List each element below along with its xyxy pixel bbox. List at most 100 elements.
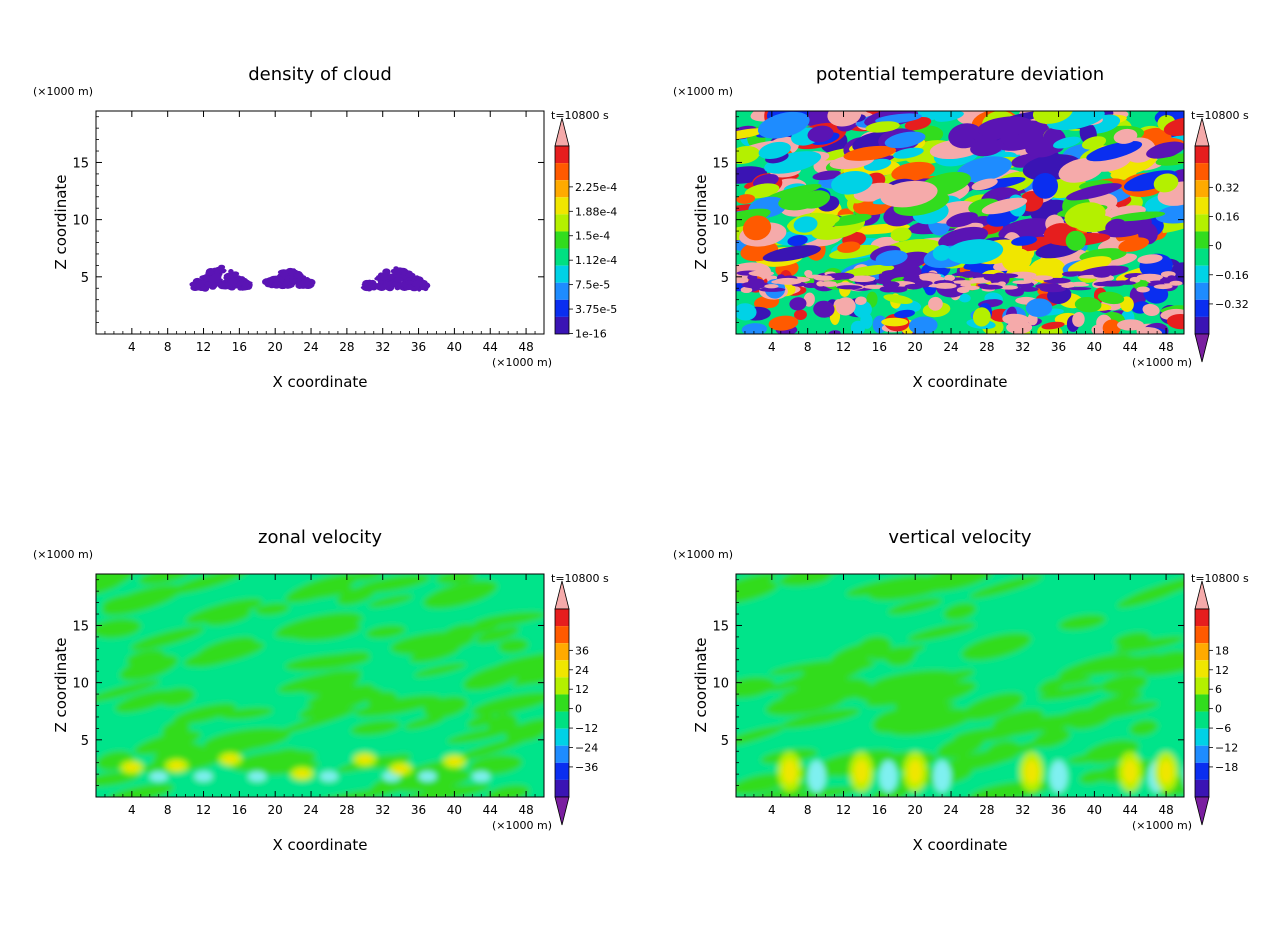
y-unit-label: (×1000 m) bbox=[673, 85, 733, 98]
y-tick-label: 15 bbox=[712, 619, 729, 634]
y-tick-label: 10 bbox=[72, 677, 89, 692]
colorbar-bin bbox=[555, 711, 569, 729]
colorbar-bin bbox=[1195, 643, 1209, 661]
colorbar-bin bbox=[1195, 711, 1209, 729]
velocity-cell bbox=[357, 755, 372, 764]
temperature-cell bbox=[835, 297, 856, 316]
velocity-cell bbox=[404, 716, 445, 730]
cloud-cell bbox=[382, 268, 391, 276]
x-tick-label: 16 bbox=[232, 803, 247, 817]
temperature-cell bbox=[831, 171, 873, 195]
velocity-cell bbox=[107, 783, 175, 797]
temperature-cell bbox=[979, 284, 1003, 290]
temperature-cell bbox=[1006, 321, 1033, 334]
temperature-cell bbox=[860, 312, 873, 329]
temperature-cell bbox=[908, 316, 938, 334]
cloud-cell bbox=[199, 275, 210, 280]
cloud-cell bbox=[273, 281, 282, 287]
temperature-cell bbox=[865, 121, 900, 133]
velocity-cell bbox=[901, 702, 956, 716]
cloud-cell bbox=[401, 270, 407, 276]
colorbar: 36 24 12 0 −12 −24 −36 bbox=[554, 580, 598, 826]
velocity-cell bbox=[908, 759, 923, 784]
cloud-cell bbox=[225, 281, 233, 289]
velocity-cell bbox=[1058, 614, 1106, 631]
velocity-cell bbox=[887, 708, 974, 736]
temperature-cell bbox=[829, 244, 880, 259]
temperature-cell bbox=[1097, 291, 1125, 305]
colorbar-bin bbox=[1195, 609, 1209, 627]
y-axis: 5 10 15 bbox=[712, 579, 1184, 786]
colorbar-bottom-arrow bbox=[1194, 333, 1210, 363]
velocity-cell bbox=[130, 626, 205, 651]
velocity-cell bbox=[124, 763, 139, 772]
x-axis-title: X coordinate bbox=[912, 373, 1007, 391]
cloud-cell bbox=[304, 281, 313, 289]
temperature-cell bbox=[981, 197, 1028, 215]
colorbar-top-arrow bbox=[1194, 580, 1210, 610]
colorbar-label: 2.25e-4 bbox=[575, 181, 617, 194]
temperature-cell bbox=[740, 286, 753, 294]
colorbar-bin bbox=[1195, 694, 1209, 712]
colorbar-bin bbox=[555, 146, 569, 164]
velocity-cell bbox=[1058, 653, 1131, 678]
velocity-cell bbox=[219, 707, 274, 720]
temperature-cell bbox=[1105, 218, 1127, 235]
velocity-cell bbox=[515, 661, 544, 685]
x-tick-label: 24 bbox=[943, 340, 958, 354]
colorbar-bin bbox=[555, 163, 569, 181]
temperature-cell bbox=[771, 280, 782, 284]
velocity-cell bbox=[195, 736, 267, 759]
velocity-cell bbox=[475, 626, 520, 644]
x-tick-label: 44 bbox=[483, 803, 498, 817]
y-tick-label: 5 bbox=[81, 271, 89, 286]
colorbar-bin bbox=[555, 660, 569, 678]
velocity-cell bbox=[736, 725, 785, 748]
colorbar-label: −12 bbox=[1215, 741, 1238, 754]
x-tick-label: 16 bbox=[872, 340, 887, 354]
x-unit-label: (×1000 m) bbox=[1132, 819, 1192, 832]
x-tick-label: 36 bbox=[411, 803, 426, 817]
velocity-cell bbox=[413, 663, 467, 678]
cloud-cell bbox=[220, 281, 227, 289]
time-label: t=10800 s bbox=[551, 109, 609, 122]
colorbar: 18 12 6 0 −6 −12 −18 bbox=[1194, 580, 1238, 826]
velocity-cell bbox=[1067, 752, 1115, 764]
temperature-cell bbox=[854, 296, 867, 306]
temperature-cell bbox=[956, 156, 1012, 183]
colorbar-bin bbox=[1195, 762, 1209, 780]
temperature-cell bbox=[1149, 280, 1176, 284]
temperature-cell bbox=[1116, 319, 1144, 331]
temperature-cell bbox=[958, 293, 971, 303]
velocity-cell bbox=[1114, 636, 1184, 653]
colorbar-bin bbox=[1195, 728, 1209, 746]
colorbar-label: −36 bbox=[575, 761, 598, 774]
panel-zonal-velocity: zonal velocity (×1000 m) t=10800 s 4 8 12 1… bbox=[33, 527, 609, 854]
temperature-cell bbox=[764, 284, 779, 289]
velocity-cell bbox=[96, 618, 142, 639]
colorbar-bin bbox=[555, 197, 569, 215]
temperature-cell bbox=[774, 277, 802, 285]
x-tick-label: 8 bbox=[804, 340, 812, 354]
velocity-cell bbox=[277, 669, 362, 693]
x-tick-label: 44 bbox=[1123, 340, 1138, 354]
temperature-cell bbox=[933, 282, 957, 289]
colorbar-bin bbox=[555, 214, 569, 232]
x-tick-label: 28 bbox=[339, 803, 354, 817]
colorbar-bin bbox=[555, 762, 569, 780]
temperature-cell bbox=[882, 281, 900, 288]
velocity-cell bbox=[409, 645, 460, 663]
cloud-cell bbox=[223, 273, 235, 279]
x-tick-label: 28 bbox=[979, 803, 994, 817]
temperature-cell bbox=[1067, 256, 1112, 275]
temperature-cell bbox=[892, 147, 924, 159]
temperature-cell bbox=[821, 282, 838, 287]
cloud-cell bbox=[271, 275, 282, 284]
temperature-cell bbox=[1040, 286, 1067, 293]
velocity-cell bbox=[183, 641, 265, 667]
cloud-cell bbox=[232, 272, 238, 278]
colorbar-bin bbox=[1195, 299, 1209, 317]
velocity-cell bbox=[295, 769, 310, 778]
x-axis: 4 8 12 16 20 24 28 32 36 40 44 48 bbox=[104, 574, 536, 817]
